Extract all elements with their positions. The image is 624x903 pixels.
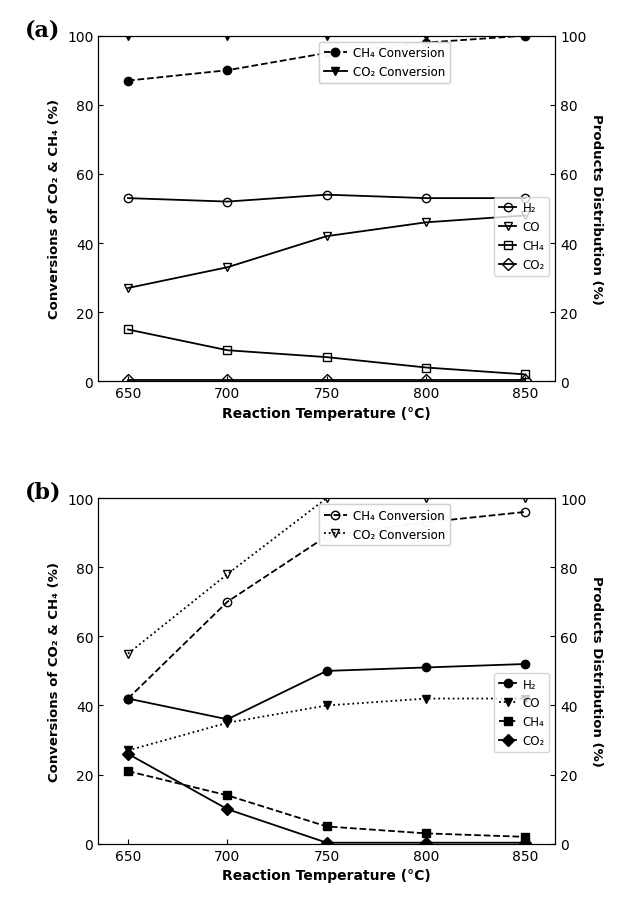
Legend: CH₄ Conversion, CO₂ Conversion: CH₄ Conversion, CO₂ Conversion [319, 42, 450, 84]
Y-axis label: Conversions of CO₂ & CH₄ (%): Conversions of CO₂ & CH₄ (%) [49, 562, 61, 781]
CO₂ [223, 376, 231, 386]
Line: CH₄: CH₄ [124, 326, 530, 379]
CH₄ [522, 369, 529, 380]
CO [422, 694, 430, 704]
CO₂ [522, 837, 529, 848]
Line: CH₄: CH₄ [124, 768, 530, 841]
CO₂ Conversion [422, 32, 430, 42]
CH₄ Conversion [323, 531, 331, 542]
Line: H₂: H₂ [124, 191, 530, 207]
CH₄ Conversion [522, 507, 529, 517]
CO₂ [422, 376, 430, 386]
Y-axis label: Products Distribution (%): Products Distribution (%) [590, 576, 603, 767]
CO₂ [323, 837, 331, 848]
Line: CO: CO [124, 694, 530, 755]
CH₄ [422, 828, 430, 839]
H₂ [323, 666, 331, 676]
CO [323, 231, 331, 242]
CO₂ Conversion [223, 569, 231, 580]
H₂ [223, 714, 231, 725]
Line: CO₂ Conversion: CO₂ Conversion [124, 494, 530, 658]
CH₄ [124, 325, 132, 336]
CH₄ Conversion [422, 517, 430, 528]
CH₄ [422, 363, 430, 374]
Legend: H₂, CO, CH₄, CO₂: H₂, CO, CH₄, CO₂ [494, 198, 549, 276]
CH₄ Conversion [124, 76, 132, 87]
H₂ [422, 662, 430, 673]
Text: (a): (a) [25, 19, 61, 42]
H₂ [323, 190, 331, 200]
CH₄ Conversion [522, 32, 529, 42]
CO₂ Conversion [522, 32, 529, 42]
CH₄ Conversion [422, 38, 430, 49]
CO [124, 284, 132, 294]
CO₂ [124, 376, 132, 386]
CO [323, 701, 331, 712]
Legend: H₂, CO, CH₄, CO₂: H₂, CO, CH₄, CO₂ [494, 673, 549, 752]
CO₂ Conversion [323, 493, 331, 504]
X-axis label: Reaction Temperature (°C): Reaction Temperature (°C) [222, 868, 431, 882]
CO₂ [124, 749, 132, 759]
H₂ [422, 193, 430, 204]
CO₂ Conversion [223, 32, 231, 42]
CO₂ [422, 837, 430, 848]
Y-axis label: Products Distribution (%): Products Distribution (%) [590, 114, 603, 304]
CO₂ Conversion [422, 493, 430, 504]
Line: CH₄ Conversion: CH₄ Conversion [124, 508, 530, 703]
Y-axis label: Conversions of CO₂ & CH₄ (%): Conversions of CO₂ & CH₄ (%) [49, 99, 61, 319]
CO [422, 218, 430, 228]
CH₄ Conversion [223, 66, 231, 77]
Legend: CH₄ Conversion, CO₂ Conversion: CH₄ Conversion, CO₂ Conversion [319, 505, 450, 545]
CO [522, 210, 529, 221]
Line: CO₂: CO₂ [124, 377, 530, 385]
CO₂ Conversion [323, 32, 331, 42]
CO [223, 718, 231, 729]
CH₄ [323, 821, 331, 832]
Line: CO₂: CO₂ [124, 749, 530, 847]
Text: (b): (b) [25, 481, 62, 503]
Line: H₂: H₂ [124, 660, 530, 723]
CO₂ [323, 376, 331, 386]
CO₂ Conversion [124, 32, 132, 42]
CO₂ Conversion [124, 648, 132, 659]
CH₄ [124, 766, 132, 777]
CO [124, 745, 132, 756]
H₂ [124, 193, 132, 204]
CH₄ Conversion [124, 694, 132, 704]
CO₂ [223, 804, 231, 815]
H₂ [223, 197, 231, 208]
CH₄ [323, 352, 331, 363]
H₂ [124, 694, 132, 704]
CO [223, 263, 231, 274]
X-axis label: Reaction Temperature (°C): Reaction Temperature (°C) [222, 406, 431, 420]
CO₂ [522, 376, 529, 386]
H₂ [522, 193, 529, 204]
CH₄ [522, 832, 529, 842]
CO₂ Conversion [522, 493, 529, 504]
CH₄ [223, 790, 231, 801]
CH₄ [223, 346, 231, 357]
Line: CO: CO [124, 212, 530, 293]
CH₄ Conversion [223, 597, 231, 608]
Line: CO₂ Conversion: CO₂ Conversion [124, 33, 530, 41]
H₂ [522, 659, 529, 670]
CH₄ Conversion [323, 49, 331, 60]
CO [522, 694, 529, 704]
Line: CH₄ Conversion: CH₄ Conversion [124, 33, 530, 86]
